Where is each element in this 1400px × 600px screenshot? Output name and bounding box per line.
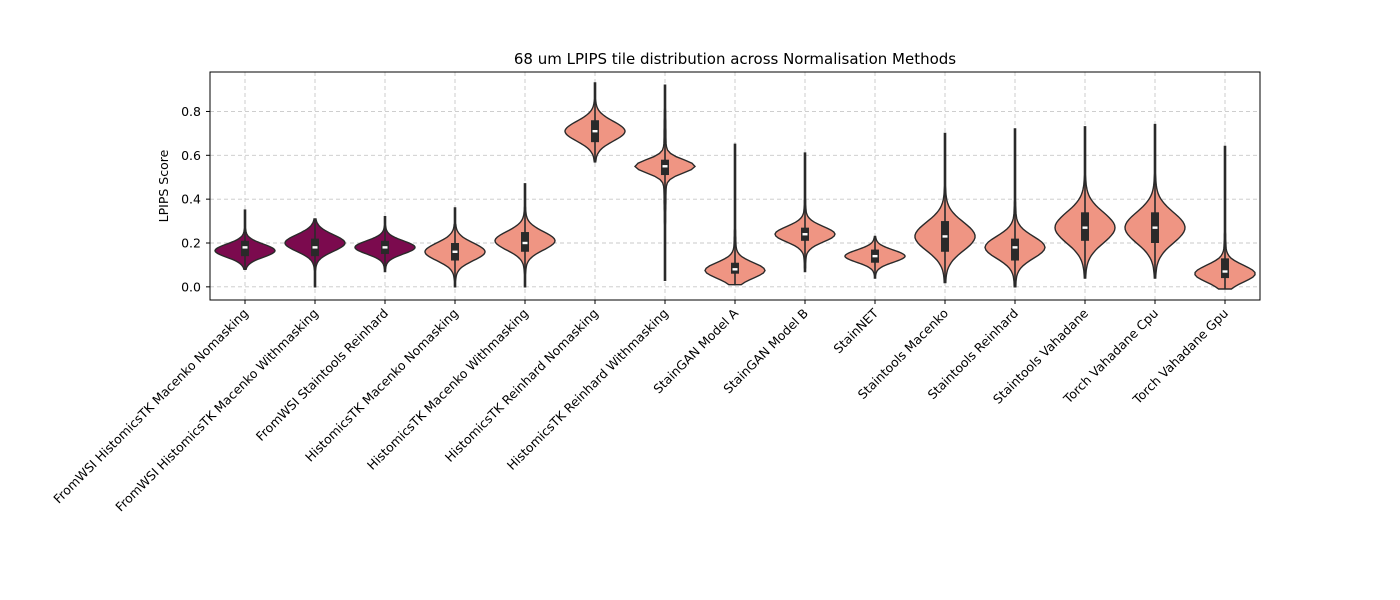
violin-median — [1152, 226, 1158, 229]
violin-median — [452, 250, 458, 253]
x-tick-label: StainNET — [830, 305, 881, 356]
x-tick-label: HistomicsTK Reinhard Nomasking — [442, 306, 601, 465]
violin-median — [1222, 270, 1228, 273]
violin-series — [214, 82, 1256, 290]
violin-median — [662, 165, 668, 168]
violin-iqr-box — [1011, 238, 1019, 261]
violin-median — [1012, 246, 1018, 249]
chart-title: 68 um LPIPS tile distribution across Nor… — [514, 50, 956, 68]
y-axis-label: LPIPS Score — [156, 149, 171, 222]
violin-median — [312, 246, 318, 249]
violin-iqr-box — [1221, 258, 1229, 279]
violin-median — [802, 233, 808, 236]
x-tick-label: HistomicsTK Reinhard Withmasking — [504, 306, 671, 473]
violin-median — [732, 268, 738, 271]
violin-median — [242, 246, 248, 249]
y-tick-label: 0.8 — [181, 104, 201, 119]
x-axis: FromWSI HistomicsTK Macenko NomaskingFro… — [50, 300, 1231, 514]
x-tick-label: FromWSI Staintools Reinhard — [253, 306, 391, 444]
violin-median — [872, 254, 878, 258]
violin-median — [522, 241, 528, 245]
y-tick-label: 0.4 — [181, 192, 201, 207]
x-tick-label: HistomicsTK Macenko Nomasking — [302, 306, 461, 465]
violin-median — [382, 246, 388, 249]
y-tick-label: 0.6 — [181, 148, 201, 163]
y-tick-label: 0.0 — [181, 279, 201, 294]
violin-median — [592, 129, 598, 133]
y-axis: 0.0 0.2 0.4 0.6 0.8 — [181, 104, 210, 294]
violin-median — [1082, 226, 1088, 229]
violin-median — [942, 235, 948, 238]
y-tick-label: 0.2 — [181, 236, 201, 251]
